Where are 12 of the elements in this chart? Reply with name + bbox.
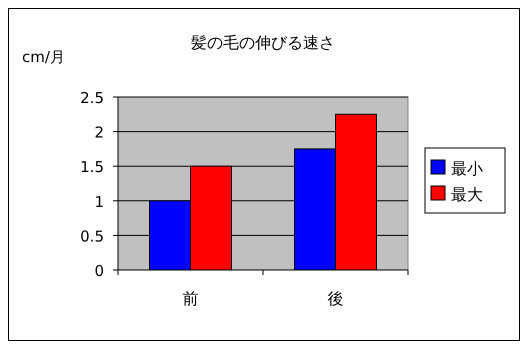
x-tick-label: 後 (328, 289, 344, 308)
y-tick-label: 2.5 (80, 89, 104, 107)
x-tick-label: 前 (182, 289, 198, 308)
legend-label: 最大 (451, 185, 483, 204)
y-axis-title: cm/月 (22, 48, 65, 66)
y-tick-label: 1.5 (80, 158, 104, 176)
y-tick-label: 0 (94, 262, 104, 280)
legend-label: 最小 (451, 159, 483, 178)
chart-title: 髪の毛の伸びる速さ (191, 33, 335, 52)
y-tick-label: 2 (94, 124, 104, 142)
y-tick-label: 0.5 (80, 227, 104, 246)
y-tick-label: 1 (94, 192, 104, 211)
